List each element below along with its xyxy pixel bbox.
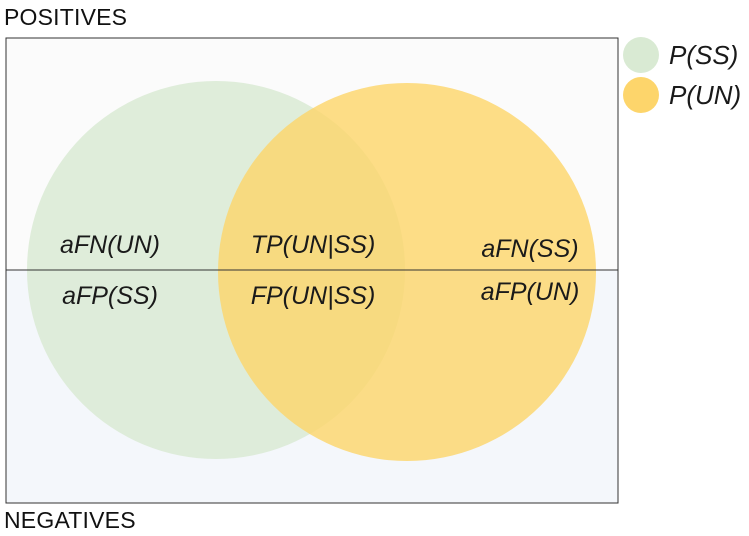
cell-center-top: TP(UN|SS) [251,231,376,259]
cell-left-top: aFN(UN) [60,231,160,259]
positives-label: POSITIVES [4,4,128,30]
negatives-label: NEGATIVES [4,507,136,533]
legend-label-un: P(UN) [669,80,741,110]
cell-right-top: aFN(SS) [481,235,578,263]
legend-swatch-un [623,77,659,113]
legend-swatch-ss [623,37,659,73]
legend-label-ss: P(SS) [669,40,738,70]
cell-right-bottom: aFP(UN) [481,278,580,306]
legend: P(SS) P(UN) [623,37,741,113]
cell-center-bottom: FP(UN|SS) [251,282,376,310]
cell-left-bottom: aFP(SS) [62,282,158,310]
un-circle [218,83,596,461]
